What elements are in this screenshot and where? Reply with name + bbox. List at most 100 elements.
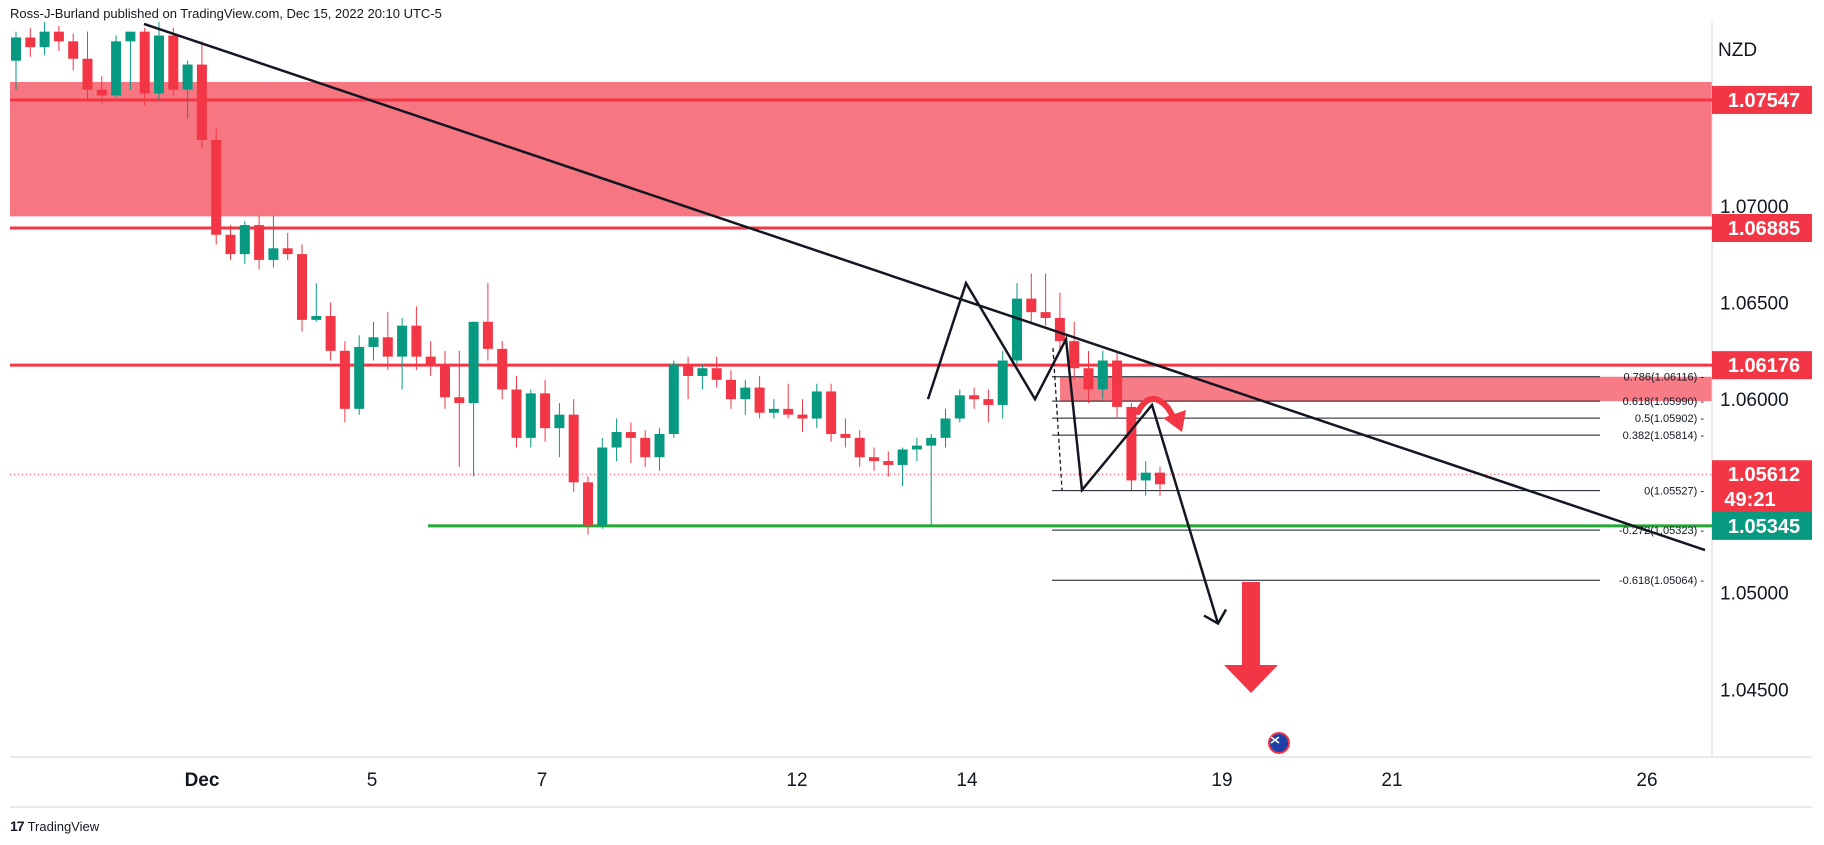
candle-body-39 (568, 414, 579, 483)
candle-body-69 (997, 360, 1008, 405)
candle-body-13 (196, 64, 207, 140)
grid-layer (10, 22, 1812, 808)
pattern-arrow-head (1203, 608, 1228, 626)
currency-label: NZD (1718, 40, 1757, 61)
curved-arrow-icon (1135, 396, 1177, 421)
candle-body-2 (39, 31, 50, 48)
price-badge-label-4: 1.05345 (1728, 516, 1800, 538)
price-tick-label: 1.07000 (1720, 197, 1789, 218)
fib-label-3: 0.382(1.05814) - (1623, 430, 1705, 442)
price-badge-4 (1712, 511, 1812, 540)
price-badge-1 (1712, 213, 1812, 242)
price-badge-label-1: 1.06885 (1728, 218, 1800, 240)
candle-body-4 (68, 41, 79, 59)
candle-body-14 (211, 139, 222, 235)
candle-body-49 (711, 368, 722, 380)
candle-body-65 (940, 418, 951, 438)
candle-body-67 (969, 395, 980, 400)
candle-body-0 (11, 37, 21, 61)
au-flag-cross (1270, 736, 1280, 744)
candle-body-73 (1054, 317, 1065, 342)
price-chart[interactable]: 0.786(1.06116) - 0.618(1.05990) - 0.5(1.05… (0, 0, 1824, 815)
candle-body-41 (597, 447, 608, 525)
candle-body-79 (1140, 472, 1151, 481)
candle-body-34 (497, 348, 508, 390)
fib-label-4: 0(1.05527) - (1644, 486, 1704, 498)
candle-body-24 (354, 346, 365, 409)
fib-label-0: 0.786(1.06116) - (1623, 372, 1704, 384)
candle-body-47 (683, 364, 694, 376)
candle-body-10 (154, 35, 164, 94)
candle-body-72 (1040, 312, 1051, 318)
candle-body-80 (1155, 472, 1165, 485)
resistance-zone (10, 81, 1712, 217)
candle-body-60 (869, 457, 879, 462)
candle-body-59 (854, 437, 865, 458)
candle-body-3 (53, 31, 64, 42)
publisher-attribution: Ross-J-Burland published on TradingView.… (10, 6, 442, 21)
down-arrow-icon (1224, 582, 1278, 693)
candle-body-68 (983, 399, 994, 405)
candle-body-19 (282, 248, 293, 255)
candle-body-51 (740, 387, 751, 400)
candle-body-12 (182, 64, 193, 90)
time-tick-label: 19 (1211, 770, 1232, 791)
candle-body-32 (468, 321, 479, 404)
candle-body-33 (482, 321, 493, 349)
candle-body-35 (511, 389, 522, 438)
candle-body-22 (325, 316, 336, 351)
price-tick-label: 1.06500 (1720, 293, 1789, 314)
fib-label-1: 0.618(1.05990) - (1623, 396, 1705, 408)
candle-body-9 (139, 31, 150, 94)
price-tick-label: 1.04500 (1720, 680, 1789, 701)
candle-body-74 (1069, 341, 1080, 369)
drawings-layer (143, 22, 1706, 754)
fib-label-2: 0.5(1.05902) - (1635, 413, 1704, 425)
time-tick-label: Dec (185, 770, 220, 791)
candle-body-38 (554, 414, 565, 429)
candle-body-71 (1026, 298, 1037, 313)
candle-body-76 (1097, 360, 1108, 390)
candle-body-75 (1083, 368, 1094, 390)
candle-body-21 (311, 316, 322, 320)
price-badge-label-2: 1.06176 (1728, 355, 1800, 377)
candles-layer (11, 22, 1165, 535)
candle-body-17 (254, 225, 265, 260)
candle-body-28 (411, 325, 422, 357)
candle-body-54 (783, 408, 794, 415)
candle-body-57 (826, 391, 837, 434)
time-tick-label: 26 (1636, 770, 1657, 791)
candle-body-11 (168, 35, 179, 90)
candle-body-62 (897, 449, 908, 465)
candle-body-55 (797, 414, 808, 419)
price-tick-label: 1.06000 (1720, 390, 1789, 411)
candle-body-46 (668, 364, 679, 434)
horizontal-levels-layer (10, 98, 1712, 528)
candle-body-29 (425, 356, 436, 365)
time-tick-label: 21 (1381, 770, 1402, 791)
countdown-label: 49:21 (1724, 489, 1775, 511)
tradingview-logo-icon: 17 (10, 818, 25, 834)
descending-trendline (143, 22, 1706, 552)
price-badge-label-3: 1.05612 (1728, 464, 1800, 486)
candle-body-48 (697, 368, 708, 376)
tradingview-brand: TradingView (27, 818, 100, 834)
price-badge-0 (1712, 85, 1812, 114)
price-badge-2 (1712, 351, 1812, 380)
candle-body-18 (268, 248, 279, 260)
candle-body-78 (1126, 406, 1137, 481)
candle-body-6 (96, 89, 107, 96)
fibonacci-layer: 0.786(1.06116) - 0.618(1.05990) - 0.5(1.05… (1052, 372, 1704, 587)
candle-body-36 (525, 393, 536, 438)
candle-body-50 (726, 379, 736, 400)
candle-body-42 (611, 432, 622, 448)
candle-body-31 (454, 397, 465, 404)
time-tick-label: 12 (786, 770, 807, 791)
candle-body-5 (82, 58, 93, 90)
candle-body-43 (625, 432, 636, 438)
candle-body-8 (125, 31, 136, 42)
candle-body-40 (583, 482, 593, 525)
price-tick-label: 1.05000 (1720, 584, 1789, 605)
time-tick-label: 14 (956, 770, 978, 791)
fib-supply-zone (1060, 376, 1712, 402)
